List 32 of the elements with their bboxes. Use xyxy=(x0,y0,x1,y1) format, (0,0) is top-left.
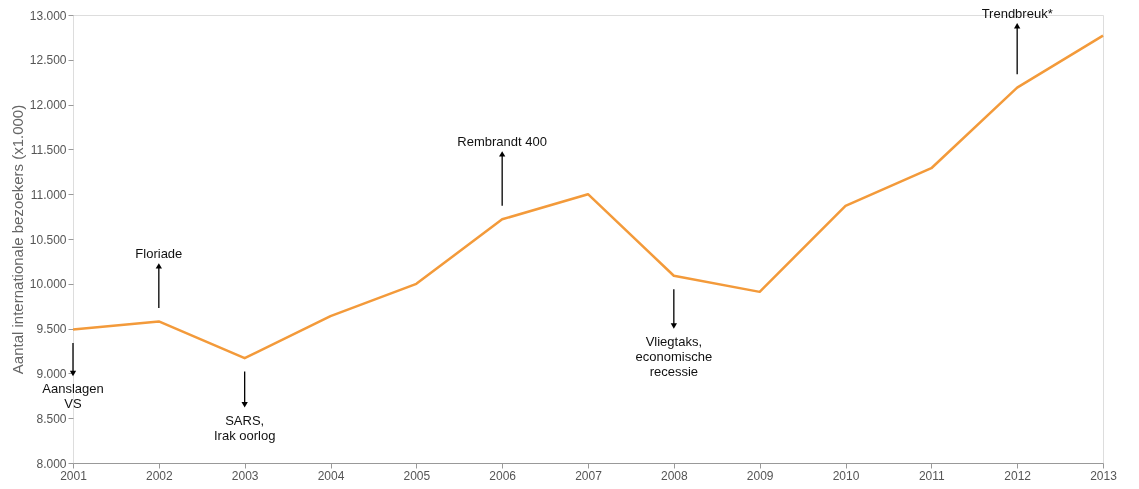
x-tick-label: 2013 xyxy=(1090,468,1118,483)
y-tick-label: 10.000 xyxy=(29,277,67,292)
y-tick-label: 10.500 xyxy=(29,232,67,247)
x-tick-label: 2012 xyxy=(1004,468,1032,483)
y-tick-label: 11.000 xyxy=(30,187,67,202)
y-tick-label: 11.500 xyxy=(30,142,67,157)
y-tick-label: 12.500 xyxy=(29,53,67,68)
x-tick-label: 2003 xyxy=(231,468,259,483)
x-tick-label: 2007 xyxy=(575,468,603,483)
x-tick-label: 2010 xyxy=(832,468,860,483)
x-tick-label: 2001 xyxy=(60,468,88,483)
x-tick-label: 2006 xyxy=(489,468,517,483)
x-tick-label: 2011 xyxy=(918,468,946,483)
annotation: Vliegtaks, economische recessie xyxy=(635,333,713,379)
annotation: Floriade xyxy=(135,245,183,261)
y-tick-label: 13.000 xyxy=(29,8,67,23)
y-tick-label: 9.500 xyxy=(36,322,67,337)
annotation: Rembrandt 400 xyxy=(457,133,547,149)
x-tick-label: 2008 xyxy=(660,468,688,483)
y-axis-title: Aantal internationale bezoekers (x1.000) xyxy=(8,104,26,375)
y-tick-label: 8.500 xyxy=(36,411,67,426)
y-tick-label: 8.000 xyxy=(36,456,67,471)
annotation: Trendbreuk* xyxy=(981,5,1053,21)
y-tick-label: 9.000 xyxy=(36,366,67,381)
x-tick-label: 2002 xyxy=(145,468,173,483)
line-series xyxy=(71,34,1105,360)
x-tick-label: 2005 xyxy=(403,468,431,483)
y-tick-label: 12.000 xyxy=(29,98,67,113)
x-tick-label: 2009 xyxy=(746,468,774,483)
x-tick-label: 2004 xyxy=(317,468,345,483)
annotation: Aanslagen VS xyxy=(42,381,104,412)
annotation: SARS, Irak oorlog xyxy=(213,412,276,443)
